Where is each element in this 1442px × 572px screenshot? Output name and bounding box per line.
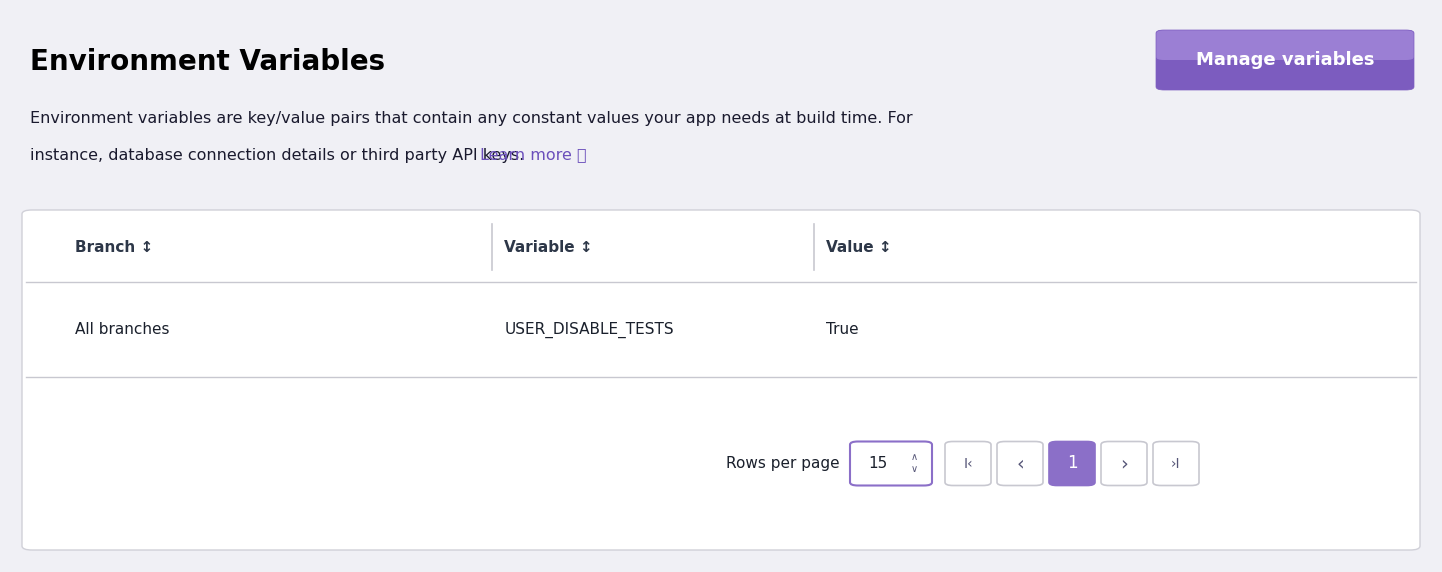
Text: ›I: ›I: [1171, 456, 1181, 471]
FancyBboxPatch shape: [849, 442, 932, 486]
Text: Environment Variables: Environment Variables: [30, 48, 385, 76]
Text: Rows per page: Rows per page: [727, 456, 841, 471]
Text: USER_DISABLE_TESTS: USER_DISABLE_TESTS: [505, 321, 673, 337]
FancyBboxPatch shape: [1102, 442, 1146, 486]
Text: Variable ↕: Variable ↕: [505, 240, 593, 255]
Text: 1: 1: [1067, 455, 1077, 472]
FancyBboxPatch shape: [1156, 30, 1415, 90]
FancyBboxPatch shape: [945, 442, 991, 486]
FancyBboxPatch shape: [1048, 442, 1094, 486]
Text: Manage variables: Manage variables: [1195, 51, 1374, 69]
Text: True: True: [826, 322, 858, 337]
Text: Environment variables are key/value pairs that contain any constant values your : Environment variables are key/value pair…: [30, 110, 913, 125]
Text: ∨: ∨: [910, 464, 917, 475]
Text: Branch ↕: Branch ↕: [75, 240, 153, 255]
Text: Value ↕: Value ↕: [826, 240, 891, 255]
Text: All branches: All branches: [75, 322, 170, 337]
Text: ›: ›: [1120, 454, 1128, 473]
FancyBboxPatch shape: [1156, 30, 1415, 60]
Text: ∧: ∧: [910, 452, 917, 463]
FancyBboxPatch shape: [996, 442, 1043, 486]
Text: instance, database connection details or third party API keys.: instance, database connection details or…: [30, 148, 529, 162]
Text: I‹: I‹: [963, 456, 973, 471]
Text: Learn more ⧉: Learn more ⧉: [480, 148, 587, 162]
Text: 15: 15: [868, 456, 887, 471]
Text: ‹: ‹: [1017, 454, 1024, 473]
FancyBboxPatch shape: [1154, 442, 1198, 486]
FancyBboxPatch shape: [22, 210, 1420, 550]
